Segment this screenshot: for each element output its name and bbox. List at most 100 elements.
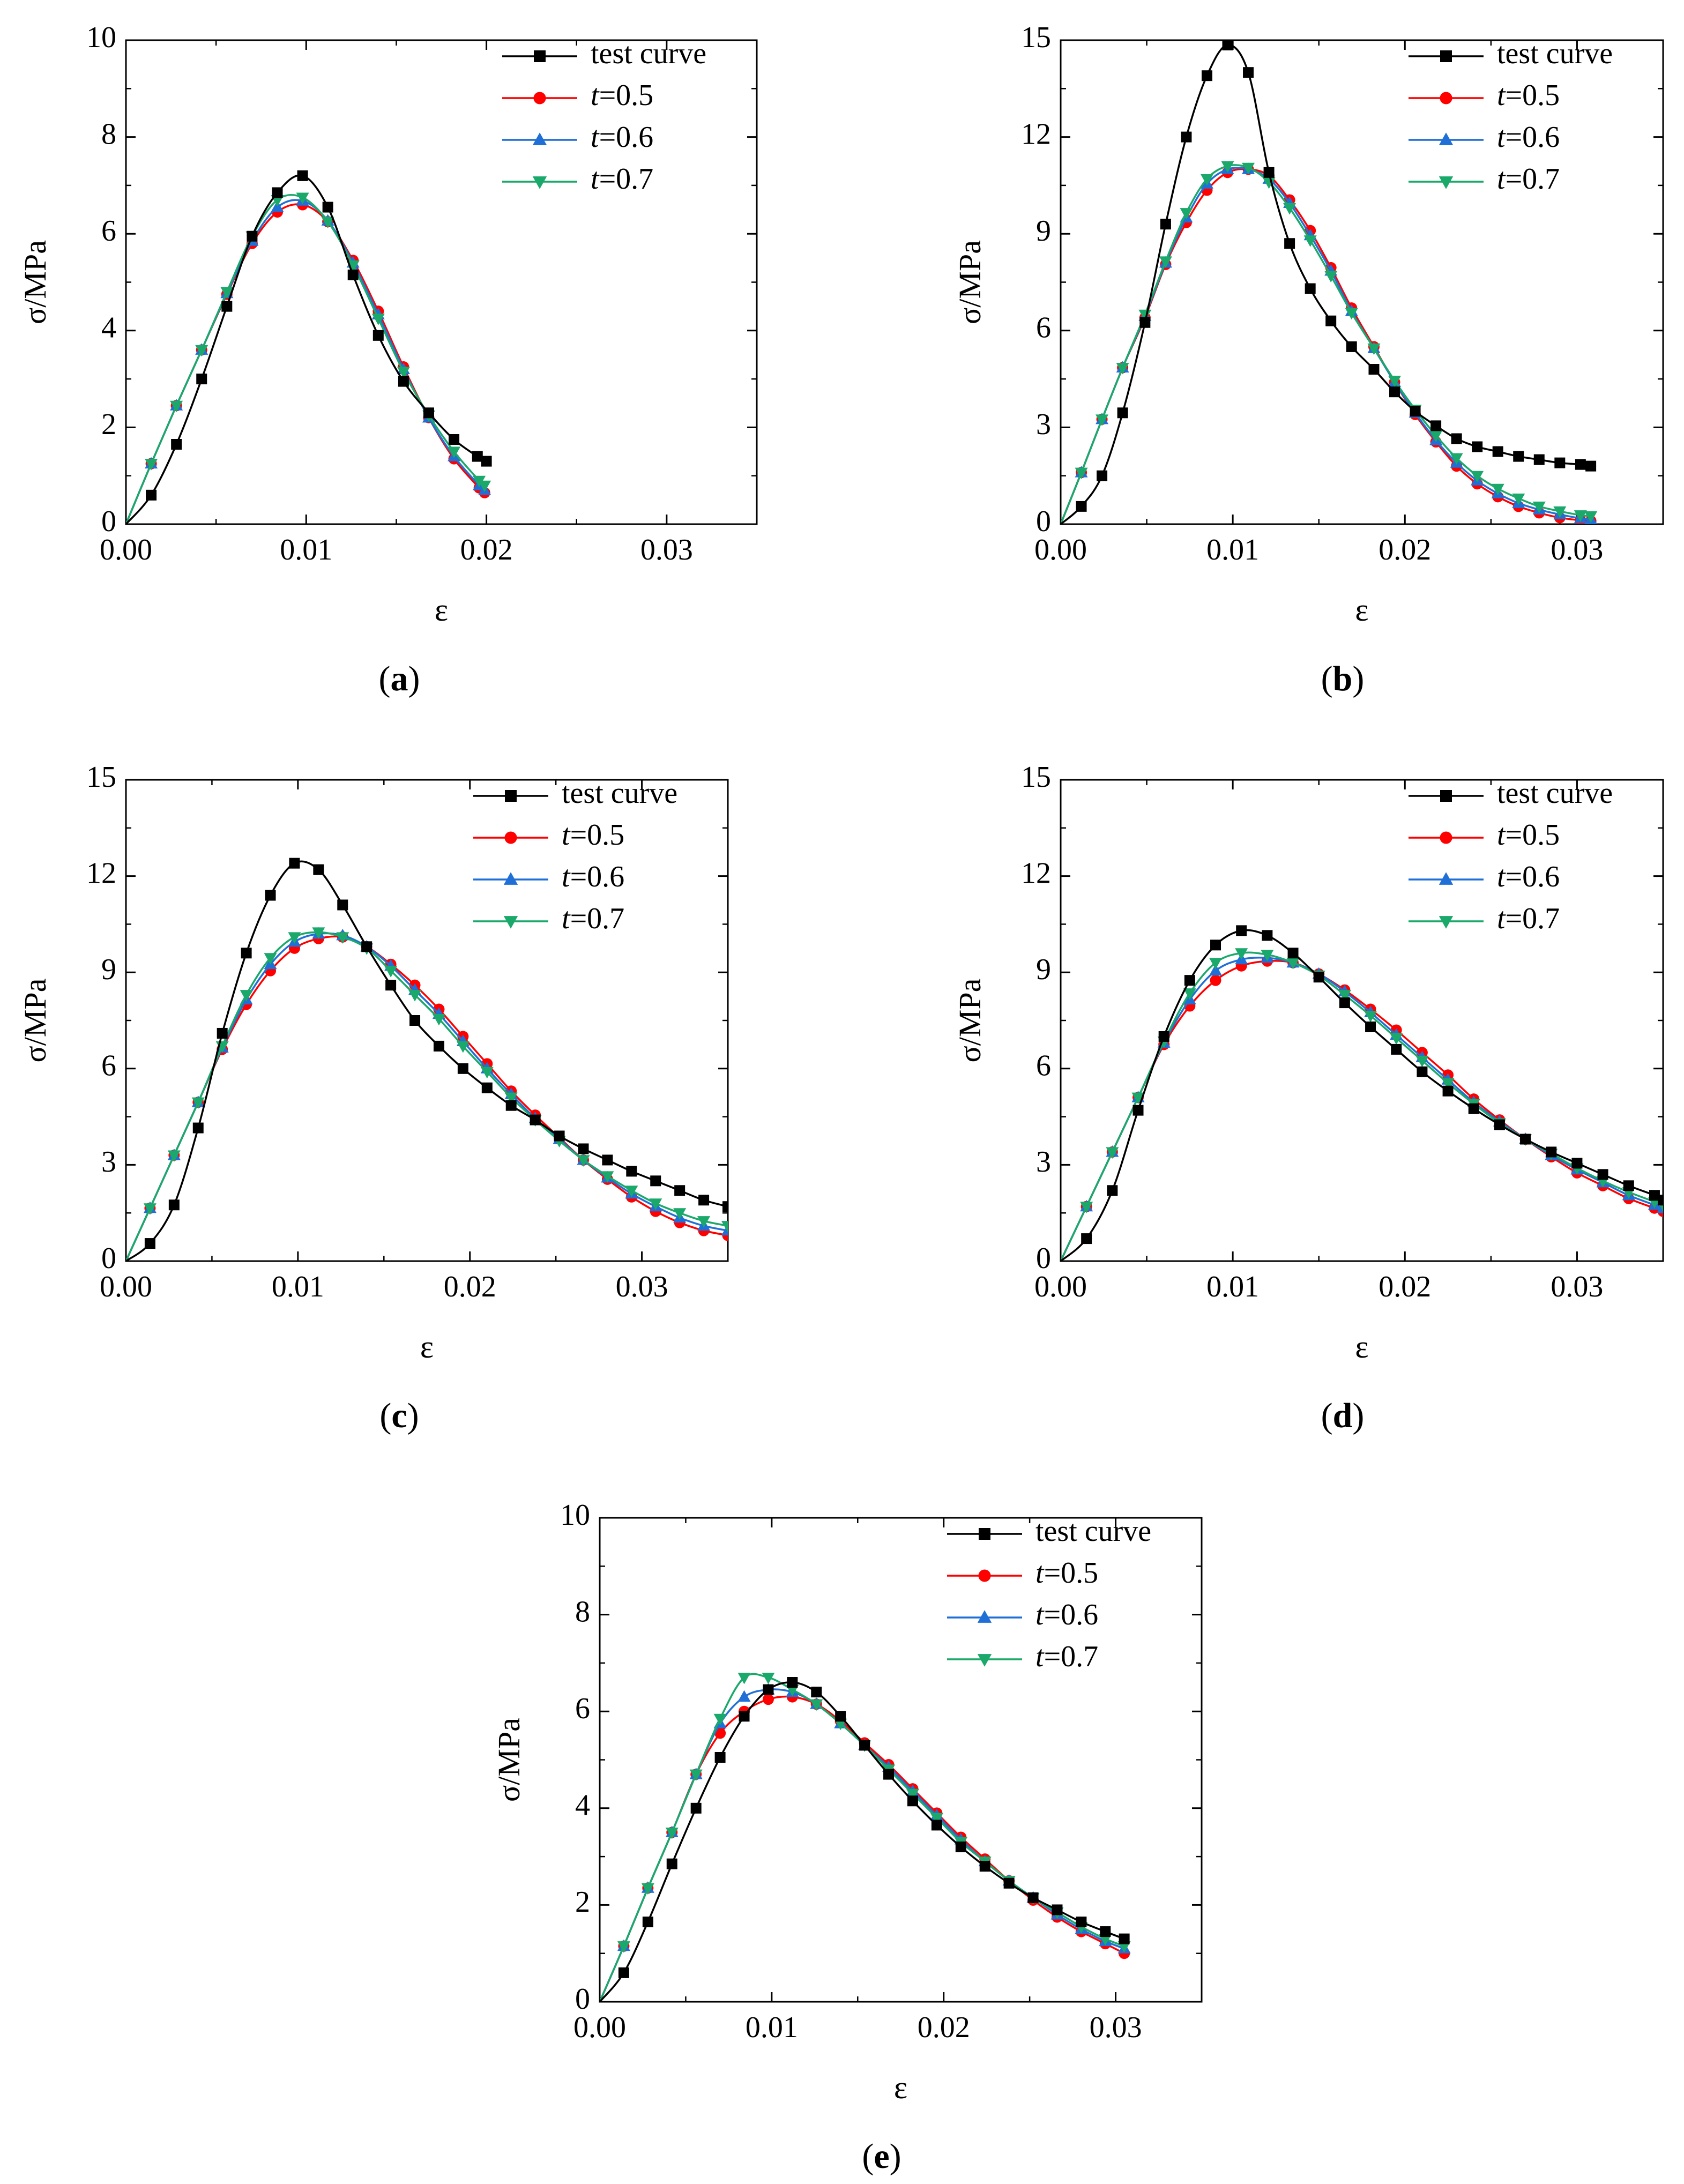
data-point <box>167 1150 181 1162</box>
data-point <box>1052 1904 1063 1915</box>
data-point <box>1081 1233 1092 1244</box>
data-point <box>1131 1092 1145 1105</box>
data-point <box>810 1699 823 1711</box>
data-point <box>457 1063 468 1074</box>
data-point <box>1243 67 1254 78</box>
x-tick-label: 0.02 <box>444 1270 496 1303</box>
data-point <box>722 1201 728 1212</box>
data-point <box>1512 493 1525 505</box>
plot-frame <box>125 779 729 1262</box>
data-point <box>1491 483 1504 496</box>
y-tick-label: 3 <box>101 1145 116 1179</box>
legend-marker <box>1439 176 1454 189</box>
data-point <box>626 1166 637 1177</box>
data-point <box>1417 1066 1428 1077</box>
data-point <box>371 314 385 325</box>
y-tick-label: 3 <box>1036 1145 1051 1179</box>
data-point <box>1546 1146 1557 1158</box>
data-point <box>241 948 252 959</box>
y-tick-label: 12 <box>1021 856 1051 890</box>
legend-marker <box>534 50 546 62</box>
data-point <box>143 1203 157 1215</box>
data-point <box>146 489 157 501</box>
legend-marker <box>532 132 547 145</box>
panel-label: (e) <box>862 2137 901 2176</box>
data-point <box>859 1740 870 1751</box>
data-point <box>321 217 334 229</box>
data-point <box>196 374 207 385</box>
data-point <box>1286 958 1300 970</box>
data-point <box>1236 925 1247 936</box>
data-point <box>1325 315 1337 326</box>
data-point <box>1533 454 1545 465</box>
series-t-0-7 <box>126 192 491 524</box>
data-point <box>674 1185 685 1196</box>
legend-marker <box>1440 50 1452 62</box>
x-tick-label: 0.02 <box>1379 533 1431 567</box>
data-point <box>144 1238 155 1249</box>
x-tick-label: 0.01 <box>1206 1270 1259 1303</box>
data-point <box>449 434 460 445</box>
x-tick-label: 0.02 <box>460 533 513 567</box>
data-point <box>1389 386 1400 398</box>
legend-label: t=0.5 <box>562 818 624 852</box>
legend-label: t=0.7 <box>1497 902 1560 935</box>
data-point <box>1410 406 1421 417</box>
data-point <box>1263 167 1275 178</box>
data-point <box>1415 1055 1429 1068</box>
data-point <box>1390 1033 1403 1045</box>
data-point <box>296 192 309 204</box>
data-point <box>1210 974 1221 986</box>
data-point <box>1139 317 1151 328</box>
series-t-0-6 <box>126 194 491 524</box>
data-point <box>1132 1105 1144 1116</box>
x-tick-label: 0.00 <box>573 2011 626 2044</box>
data-point <box>1027 1892 1039 1903</box>
series-line <box>1061 164 1591 524</box>
data-point <box>698 1195 710 1206</box>
data-point <box>1097 470 1108 481</box>
data-point <box>1597 1169 1608 1180</box>
data-point <box>478 480 491 493</box>
data-point <box>1076 501 1087 512</box>
legend-label: t=0.7 <box>1497 162 1560 196</box>
data-point <box>1209 958 1223 970</box>
data-point <box>1430 420 1442 431</box>
series-t-0-7 <box>600 1672 1131 2002</box>
plot-frame <box>125 39 758 525</box>
legend-label: t=0.5 <box>1497 818 1560 852</box>
data-point <box>690 1802 702 1814</box>
legend-label: t=0.5 <box>1497 79 1560 112</box>
data-point <box>288 932 301 944</box>
series-test-curve <box>600 1677 1130 2002</box>
legend-marker <box>978 1569 991 1582</box>
data-point <box>1209 964 1223 976</box>
series-t-0-5 <box>1061 163 1597 524</box>
data-point <box>689 1769 703 1782</box>
data-point <box>432 1014 445 1026</box>
series-t-0-5 <box>1061 955 1663 1261</box>
data-point <box>617 1941 630 1953</box>
legend-marker <box>503 916 518 929</box>
data-point <box>1471 471 1484 483</box>
data-point <box>1158 1031 1169 1042</box>
data-point <box>1106 1147 1119 1159</box>
data-point <box>1200 174 1213 186</box>
data-point <box>1221 161 1234 173</box>
data-point <box>602 1154 613 1166</box>
panel-label: (b) <box>1321 659 1365 698</box>
panel-label: (d) <box>1321 1396 1365 1435</box>
data-point <box>1184 975 1195 986</box>
series-line <box>600 1673 1125 2002</box>
data-point <box>1242 162 1255 175</box>
data-point <box>721 1221 728 1233</box>
y-tick-label: 9 <box>101 953 116 986</box>
data-point <box>456 1041 470 1053</box>
series-t-0-5 <box>126 199 490 524</box>
data-point <box>312 927 325 939</box>
data-point <box>347 269 359 280</box>
series-line <box>126 199 486 524</box>
data-point <box>1388 376 1402 387</box>
data-point <box>145 459 158 471</box>
legend-marker <box>1440 831 1452 844</box>
